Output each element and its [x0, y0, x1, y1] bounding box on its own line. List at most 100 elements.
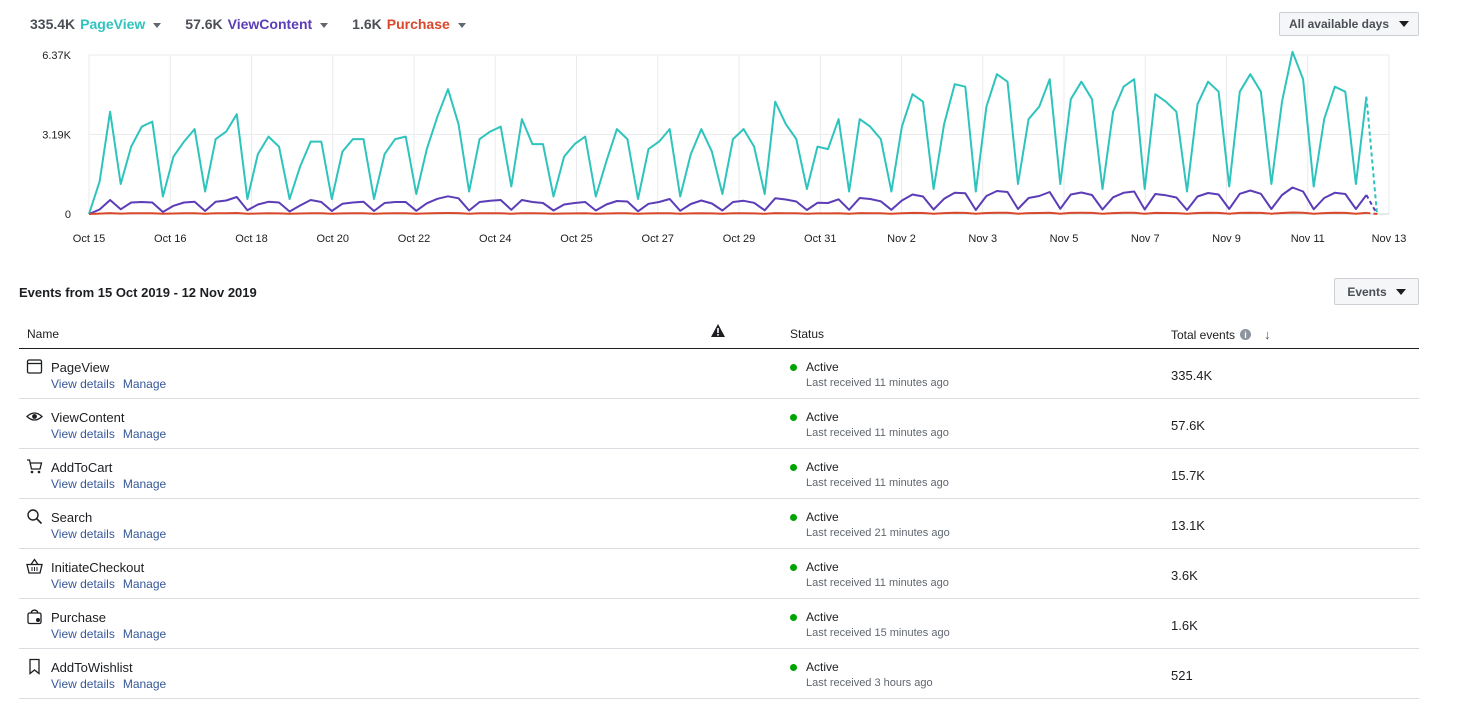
status-label: Active — [806, 610, 839, 624]
table-row: AddToWishlist View details Manage Active Las… — [19, 649, 1419, 699]
status-active-dot — [790, 364, 797, 371]
chevron-down-icon — [153, 22, 162, 28]
view-details-link[interactable]: View details — [51, 627, 115, 641]
legend-viewcontent[interactable]: 57.6K ViewContent — [185, 16, 329, 32]
total-events-value: 57.6K — [1171, 418, 1205, 433]
last-received-text: Last received 21 minutes ago — [806, 527, 950, 539]
column-total-label: Total events — [1171, 327, 1236, 342]
row-links: View details Manage — [51, 527, 166, 541]
bookmark-icon — [26, 658, 43, 675]
last-received-text: Last received 11 minutes ago — [806, 427, 949, 439]
row-links: View details Manage — [51, 477, 166, 491]
last-received-text: Last received 15 minutes ago — [806, 627, 950, 639]
column-total-events[interactable]: Total events i ↓ — [1171, 327, 1271, 342]
view-details-link[interactable]: View details — [51, 427, 115, 441]
x-tick-label: Oct 31 — [804, 233, 836, 245]
x-tick-label: Oct 25 — [560, 233, 592, 245]
x-tick-label: Oct 29 — [723, 233, 755, 245]
status-label: Active — [806, 460, 839, 474]
view-details-link[interactable]: View details — [51, 677, 115, 691]
manage-link[interactable]: Manage — [122, 527, 167, 541]
x-tick-label: Oct 24 — [479, 233, 511, 245]
series-line-purchase — [88, 211, 1367, 215]
table-row: InitiateCheckout View details Manage Active… — [19, 549, 1419, 599]
manage-link[interactable]: Manage — [122, 577, 167, 591]
x-tick-label: Nov 5 — [1050, 233, 1079, 245]
warning-icon[interactable] — [710, 323, 726, 341]
table-row: AddToCart View details Manage Active Last re… — [19, 449, 1419, 499]
row-links: View details Manage — [51, 377, 166, 391]
events-line-chart: Oct 15 Oct 16 Oct 18 Oct 20 Oct 22 Oct 24 Oct … — [42, 50, 1406, 245]
x-tick-label: Oct 20 — [317, 233, 349, 245]
last-received-text: Last received 11 minutes ago — [806, 477, 949, 489]
series-dashed-tail-purchase — [1366, 211, 1378, 215]
x-tick-label: Oct 16 — [154, 233, 186, 245]
status-active-dot — [790, 464, 797, 471]
legend-count: 335.4K — [30, 16, 76, 32]
manage-link[interactable]: Manage — [122, 427, 167, 441]
status-label: Active — [806, 660, 839, 674]
x-tick-label: Oct 15 — [73, 233, 105, 245]
events-range-title: Events from 15 Oct 2019 - 12 Nov 2019 — [19, 285, 257, 300]
column-status[interactable]: Status — [790, 327, 825, 341]
browser-window-icon — [26, 358, 43, 375]
status-active-dot — [790, 414, 797, 421]
legend-purchase[interactable]: 1.6K Purchase — [352, 16, 466, 32]
status-label: Active — [806, 510, 839, 524]
date-range-dropdown[interactable]: All available days — [1279, 12, 1419, 36]
series-dashed-tail-pageview — [1365, 96, 1378, 215]
chevron-down-icon — [457, 22, 466, 28]
y-tick-label: 3.19K — [42, 130, 71, 142]
legend-pageview[interactable]: 335.4K PageView — [30, 16, 162, 32]
info-icon[interactable]: i — [1240, 329, 1252, 340]
legend-count: 1.6K — [352, 16, 382, 32]
events-button-label: Events — [1347, 284, 1387, 299]
manage-link[interactable]: Manage — [122, 677, 167, 691]
total-events-value: 3.6K — [1171, 568, 1198, 583]
legend-count: 57.6K — [185, 16, 223, 32]
view-details-link[interactable]: View details — [51, 577, 115, 591]
manage-link[interactable]: Manage — [122, 377, 167, 391]
view-details-link[interactable]: View details — [51, 377, 115, 391]
basket-icon — [26, 558, 43, 575]
view-details-link[interactable]: View details — [51, 527, 115, 541]
event-name: Purchase — [51, 610, 106, 625]
caret-down-icon — [1399, 21, 1410, 27]
total-events-value: 1.6K — [1171, 618, 1198, 633]
legend-label: ViewContent — [227, 16, 313, 32]
manage-link[interactable]: Manage — [122, 477, 167, 491]
status-active-dot — [790, 564, 797, 571]
event-name: AddToWishlist — [51, 660, 133, 675]
event-name: Search — [51, 510, 93, 525]
magnifier-icon — [26, 508, 43, 525]
series-line-viewcontent — [88, 186, 1368, 215]
x-tick-label: Nov 7 — [1131, 233, 1160, 245]
column-name[interactable]: Name — [27, 327, 60, 341]
y-tick-label: 0 — [65, 209, 71, 221]
row-links: View details Manage — [51, 427, 166, 441]
status-active-dot — [790, 514, 797, 521]
x-tick-label: Nov 2 — [887, 233, 916, 245]
total-events-value: 15.7K — [1171, 468, 1205, 483]
date-range-label: All available days — [1288, 17, 1390, 31]
table-row: Search View details Manage Active Last recei… — [19, 499, 1419, 549]
events-table: Name Status Total events i ↓ PageView Vie… — [19, 318, 1419, 699]
row-links: View details Manage — [51, 577, 166, 591]
manage-link[interactable]: Manage — [122, 627, 167, 641]
x-tick-label: Oct 18 — [235, 233, 267, 245]
last-received-text: Last received 11 minutes ago — [806, 377, 949, 389]
sort-down-icon[interactable]: ↓ — [1264, 327, 1271, 342]
event-name: ViewContent — [51, 410, 125, 425]
view-details-link[interactable]: View details — [51, 477, 115, 491]
metric-legend: 335.4K PageView 57.6K ViewContent 1.6K P… — [30, 16, 466, 32]
row-links: View details Manage — [51, 627, 166, 641]
x-tick-label: Nov 11 — [1291, 233, 1325, 245]
total-events-value: 13.1K — [1171, 518, 1205, 533]
series-dashed-tail-viewcontent — [1365, 194, 1378, 215]
chevron-down-icon — [320, 22, 329, 28]
shopping-cart-icon — [26, 458, 43, 475]
events-dropdown-button[interactable]: Events — [1334, 278, 1419, 305]
shopping-bag-icon — [26, 608, 43, 625]
event-name: AddToCart — [51, 460, 113, 475]
table-row: PageView View details Manage Active Last rec… — [19, 349, 1419, 399]
